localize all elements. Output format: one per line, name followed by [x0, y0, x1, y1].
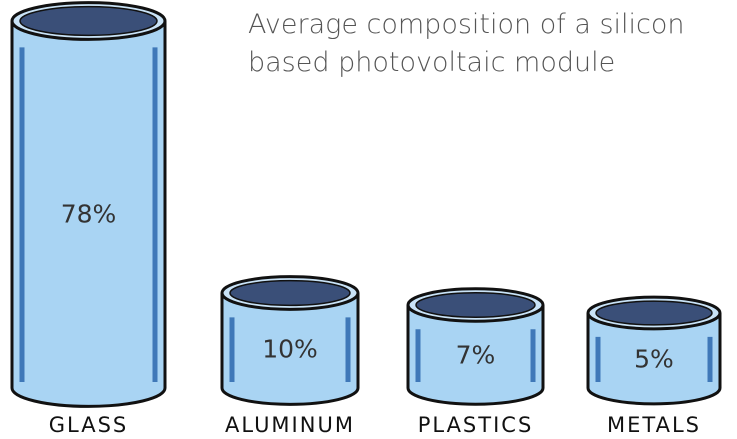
x-tick-label: ALUMINUM	[225, 413, 355, 437]
cylinder	[406, 287, 545, 406]
value-label: 10%	[262, 335, 318, 364]
cylinder-body	[12, 21, 165, 388]
value-label: 7%	[456, 341, 496, 370]
x-tick-label: METALS	[607, 413, 701, 437]
cylinder-contents	[595, 300, 713, 326]
cylinder	[10, 1, 167, 408]
chart-title: Average composition of a silicon based p…	[248, 9, 685, 78]
x-tick-label: PLASTICS	[418, 413, 534, 437]
cylinder-contents	[19, 5, 158, 37]
cylinder-contents	[415, 292, 536, 318]
value-label: 78%	[61, 200, 117, 229]
cylinder-contents	[229, 279, 351, 307]
value-label: 5%	[634, 344, 674, 373]
cylinder	[586, 295, 722, 406]
cylinder	[220, 275, 360, 406]
x-tick-label: GLASS	[49, 413, 128, 437]
